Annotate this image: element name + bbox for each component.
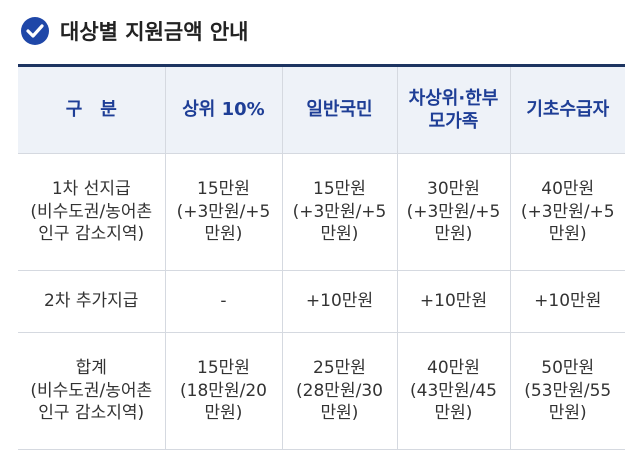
table-cell: 25만원 (28만원/30 만원) <box>281 332 397 450</box>
cell-line: 만원) <box>204 403 243 424</box>
column-header: 구 분 <box>18 65 165 154</box>
title: 대상별 지원금액 안내 <box>60 20 249 44</box>
cell-line: 구 분 <box>65 99 117 121</box>
table-row: 2차 추가지급 - +10만원 +10만원 +10만원 <box>18 270 625 333</box>
cell-line: 50만원 <box>541 357 595 378</box>
cell-line: 15만원 <box>197 357 250 378</box>
header-row: 구 분 상위 10% 일반국민 차상위·한부 모가족 기초수급자 <box>18 65 625 154</box>
column-header: 기초수급자 <box>509 65 625 154</box>
cell-line: 만원) <box>434 224 473 245</box>
table-row: 합계 (비수도권/농어촌 인구 감소지역) 15만원 (18만원/20 만원) 25만원 (2… <box>18 332 625 450</box>
cell-line: (+3만원/+5 <box>176 201 271 222</box>
cell-line: (+3만원/+5 <box>292 201 387 222</box>
column-header: 일반국민 <box>281 65 397 154</box>
cell-line: 인구 감소지역) <box>38 224 145 245</box>
cell-line: (43만원/45 <box>410 380 497 401</box>
cell-line: 15만원 <box>197 178 250 199</box>
table-cell: +10만원 <box>509 270 625 333</box>
cell-line: (53만원/55 <box>524 380 612 401</box>
cell-line: 만원) <box>204 224 243 245</box>
cell-line: (18만원/20 <box>180 380 267 401</box>
table-cell: 15만원 (18만원/20 만원) <box>164 332 282 450</box>
cell-line: 만원) <box>320 403 359 424</box>
table-cell: 1차 선지급 (비수도권/농어촌 인구 감소지역) <box>18 153 165 271</box>
cell-line: (비수도권/농어촌 <box>30 380 153 401</box>
table-row: 1차 선지급 (비수도권/농어촌 인구 감소지역) 15만원 (+3만원/+5 만원) 15… <box>18 153 625 271</box>
cell-line: 모가족 <box>428 111 479 132</box>
cell-line: 2차 추가지급 <box>44 291 139 312</box>
cell-line: 만원) <box>548 403 587 424</box>
cell-line: 만원) <box>320 224 359 245</box>
cell-line: 만원) <box>434 403 473 424</box>
table-cell: 40만원 (43만원/45 만원) <box>396 332 510 450</box>
cell-line: 1차 선지급 <box>51 178 131 199</box>
table-cell: 50만원 (53만원/55 만원) <box>509 332 625 450</box>
table-cell: +10만원 <box>281 270 397 333</box>
cell-line: (+3만원/+5 <box>520 201 615 222</box>
cell-line: (비수도권/농어촌 <box>30 201 153 222</box>
column-header: 차상위·한부 모가족 <box>396 65 510 154</box>
cell-line: 차상위·한부 <box>408 87 499 109</box>
table-cell: 40만원 (+3만원/+5 만원) <box>509 153 625 271</box>
cell-line: 인구 감소지역) <box>38 403 145 424</box>
cell-line: - <box>220 291 227 312</box>
table-cell: 30만원 (+3만원/+5 만원) <box>396 153 510 271</box>
table-cell: 합계 (비수도권/농어촌 인구 감소지역) <box>18 332 165 450</box>
cell-line: +10만원 <box>534 291 602 312</box>
cell-line: +10만원 <box>419 291 488 312</box>
table-cell: +10만원 <box>396 270 510 333</box>
column-header: 상위 10% <box>164 65 282 154</box>
cell-line: 30만원 <box>427 178 480 199</box>
cell-line: (+3만원/+5 <box>406 201 501 222</box>
cell-line: 상위 10% <box>182 99 265 121</box>
cell-line: (28만원/30 <box>296 380 383 401</box>
cell-line: 기초수급자 <box>526 99 610 121</box>
table-cell: 2차 추가지급 <box>18 270 165 333</box>
table: 구 분 상위 10% 일반국민 차상위·한부 모가족 기초수급자 1차 선지급 (비수도권/… <box>18 64 625 450</box>
cell-line: 15만원 <box>313 178 366 199</box>
table-cell: 15만원 (+3만원/+5 만원) <box>281 153 397 271</box>
cell-line: 만원) <box>548 224 587 245</box>
cell-line: 일반국민 <box>306 99 373 121</box>
cell-line: 25만원 <box>313 357 366 378</box>
table-cell: 15만원 (+3만원/+5 만원) <box>164 153 282 271</box>
check-icon <box>21 17 49 45</box>
cell-line: 합계 <box>75 357 107 378</box>
cell-line: 40만원 <box>541 178 595 199</box>
cell-line: +10만원 <box>305 291 374 312</box>
title-bar: 대상별 지원금액 안내 <box>20 14 249 48</box>
cell-line: 40만원 <box>427 357 480 378</box>
table-cell: - <box>164 270 282 333</box>
